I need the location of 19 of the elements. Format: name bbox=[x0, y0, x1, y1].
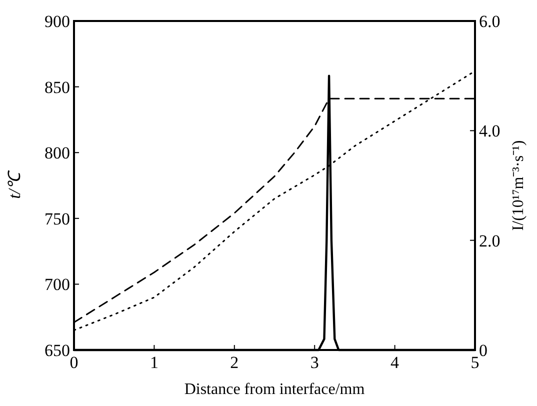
x-tick-label: 1 bbox=[150, 353, 158, 372]
y-tick-label: 750 bbox=[44, 209, 70, 228]
x-tick-label: 3 bbox=[310, 353, 319, 372]
y-axis-title: t/℃ bbox=[5, 169, 24, 199]
x-tick-label: 2 bbox=[230, 353, 239, 372]
x-tick-label: 5 bbox=[470, 353, 480, 372]
y-tick-label: 700 bbox=[44, 275, 70, 294]
y2-tick-label: 0 bbox=[479, 341, 488, 360]
y-tick-label: 800 bbox=[44, 144, 70, 163]
y2-tick-label: 4.0 bbox=[479, 122, 500, 141]
y2-axis-title: I/(10¹⁷m⁻³·s⁻¹) bbox=[510, 140, 527, 231]
x-tick-label: 4 bbox=[390, 353, 400, 372]
x-axis-title: Distance from interface/mm bbox=[184, 381, 366, 398]
y-tick-label: 900 bbox=[44, 12, 70, 31]
y-tick-label: 650 bbox=[44, 341, 70, 360]
y-tick-label: 850 bbox=[44, 78, 70, 97]
x-tick-label: 0 bbox=[70, 353, 78, 372]
y2-tick-label: 2.0 bbox=[479, 231, 500, 250]
y2-tick-label: 6.0 bbox=[479, 12, 500, 31]
